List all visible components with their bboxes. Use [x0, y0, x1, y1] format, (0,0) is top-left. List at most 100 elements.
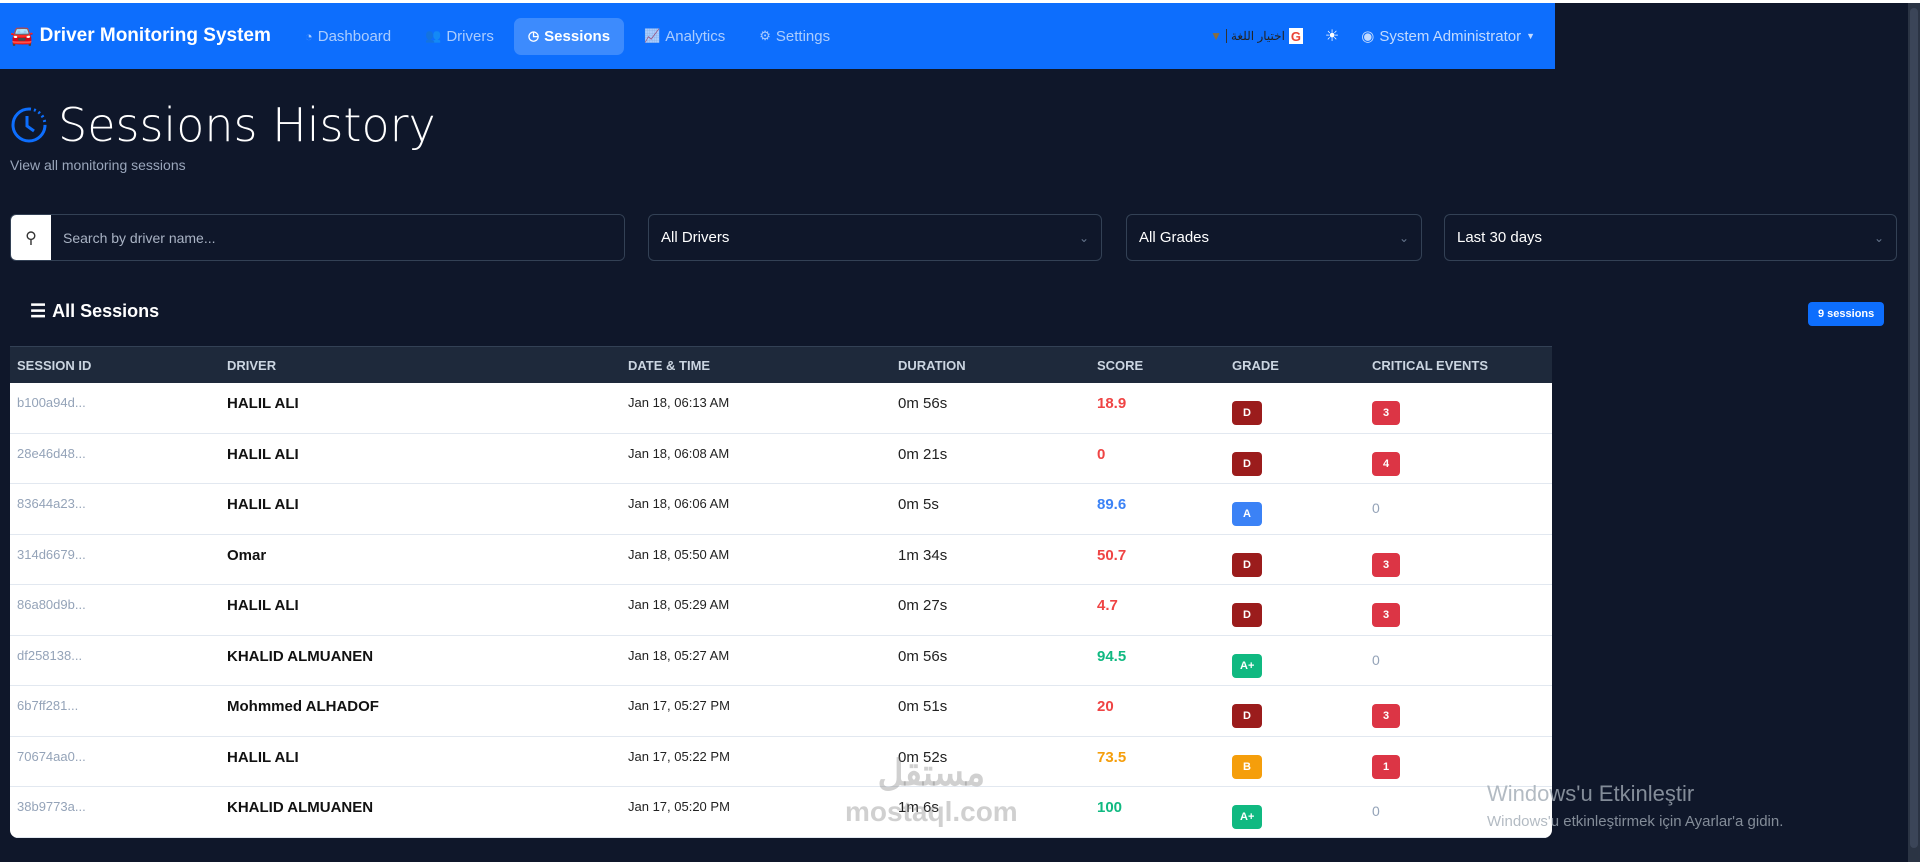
session-duration: 0m 51s [898, 698, 948, 715]
brand[interactable]: 🚘 Driver Monitoring System [10, 25, 271, 47]
gear-icon: ⚙ [759, 28, 771, 43]
grade-filter-select[interactable]: All Grades ⌄ [1126, 214, 1422, 261]
table-header: SESSION ID DRIVER DATE & TIME DURATION SCORE… [10, 346, 1552, 383]
driver-name: HALIL ALI [227, 748, 299, 766]
grade-badge: D [1232, 451, 1262, 476]
table-row: df258138... KHALID ALMUANEN Jan 18, 05:2… [10, 636, 1552, 686]
windows-activation-title: Windows'u Etkinleştir [1487, 781, 1695, 806]
critical-events-badge: 0 [1372, 500, 1380, 516]
session-duration: 0m 52s [898, 748, 948, 766]
driver-name: Omar [227, 546, 267, 564]
gauge-icon: ◔ [304, 28, 313, 44]
session-id: 314d6679... [17, 546, 86, 562]
column-header: GRADE [1232, 357, 1279, 373]
car-icon: 🚘 [10, 26, 34, 47]
session-duration: 1m 6s [898, 799, 939, 816]
grade-badge: A+ [1232, 805, 1263, 829]
user-menu[interactable]: ◉ System Administrator ▼ [1361, 27, 1535, 46]
search-input[interactable] [51, 215, 624, 260]
nav-analytics[interactable]: 📈 Analytics [644, 27, 726, 45]
session-datetime: Jan 18, 06:13 AM [628, 395, 730, 410]
driver-name: HALIL ALI [227, 597, 299, 614]
critical-events-badge: 4 [1372, 451, 1400, 476]
session-score: 50.7 [1097, 546, 1127, 564]
nav-settings[interactable]: ⚙ Settings [759, 27, 831, 45]
session-duration: 0m 27s [898, 597, 948, 614]
column-header: SCORE [1097, 357, 1144, 373]
sessions-table: SESSION ID DRIVER DATE & TIME DURATION SCORE… [10, 346, 1552, 838]
session-score: 18.9 [1097, 395, 1127, 412]
caret-down-icon: ▼ [1526, 31, 1535, 41]
session-datetime: Jan 17, 05:27 PM [628, 698, 730, 713]
table-row: 86a80d9b... HALIL ALI Jan 18, 05:29 AM 0… [10, 585, 1552, 636]
nav-sessions[interactable]: ◷ Sessions [513, 17, 625, 55]
column-header: SESSION ID [17, 357, 92, 373]
session-id: 28e46d48... [17, 445, 86, 461]
grade-badge: A [1232, 502, 1262, 526]
session-datetime: Jan 18, 05:29 AM [628, 597, 730, 612]
grade-badge: D [1232, 552, 1262, 577]
period-filter-select[interactable]: Last 30 days ⌄ [1444, 214, 1897, 261]
session-score: 94.5 [1097, 647, 1127, 665]
driver-name: KHALID ALMUANEN [227, 647, 374, 665]
search-icon: ⚲ [11, 215, 51, 260]
column-header: DRIVER [227, 357, 277, 373]
critical-events-badge: 3 [1372, 401, 1400, 425]
session-datetime: Jan 18, 06:08 AM [628, 445, 730, 461]
list-icon: ☰ [30, 301, 47, 321]
driver-name: KHALID ALMUANEN [227, 799, 374, 816]
column-header: CRITICAL EVENTS [1372, 357, 1489, 373]
grade-badge: A+ [1232, 653, 1263, 678]
session-id: 70674aa0... [17, 748, 86, 764]
chevron-down-icon: ⌄ [1398, 230, 1409, 245]
critical-events-badge: 3 [1372, 552, 1400, 577]
clock-icon: ◷ [527, 28, 540, 43]
critical-events-badge: 0 [1372, 803, 1380, 819]
session-score: 0 [1097, 445, 1106, 463]
critical-events-badge: 1 [1372, 754, 1400, 779]
table-row: 70674aa0... HALIL ALI Jan 17, 05:22 PM 0… [10, 737, 1552, 787]
users-icon: 👥 [425, 28, 442, 43]
chart-line-icon: 📈 [644, 28, 661, 43]
navbar: 🚘 Driver Monitoring System ◔ Dashboard 👥 Dri… [0, 3, 1555, 69]
top-border [0, 0, 1920, 3]
session-id: 6b7ff281... [17, 698, 79, 713]
page-title: Sessions History [58, 98, 436, 152]
language-selector[interactable]: ▼ اختيار اللغة G [1210, 28, 1303, 44]
sessions-count-badge: 9 sessions [1808, 302, 1885, 326]
session-id: df258138... [17, 647, 83, 663]
session-score: 100 [1097, 799, 1123, 816]
page-subtitle: View all monitoring sessions [10, 157, 186, 173]
driver-filter-select[interactable]: All Drivers ⌄ [648, 214, 1102, 261]
grade-badge: B [1232, 754, 1262, 779]
session-datetime: Jan 18, 06:06 AM [628, 496, 730, 511]
section-title: ☰ All Sessions [30, 301, 160, 321]
session-datetime: Jan 18, 05:27 AM [628, 647, 730, 663]
table-row: 314d6679... Omar Jan 18, 05:50 AM 1m 34s… [10, 535, 1552, 585]
session-score: 89.6 [1097, 496, 1127, 513]
search-box: ⚲ [10, 214, 625, 261]
table-row: 38b9773a... KHALID ALMUANEN Jan 17, 05:2… [10, 787, 1552, 838]
theme-toggle-sun-icon[interactable]: ☀ [1324, 28, 1340, 45]
nav-dashboard[interactable]: ◔ Dashboard [304, 27, 392, 45]
table-row: 6b7ff281... Mohmmed ALHADOF Jan 17, 05:2… [10, 686, 1552, 737]
history-clock-icon [11, 107, 47, 143]
session-id: 38b9773a... [17, 799, 86, 814]
session-datetime: Jan 17, 05:20 PM [628, 799, 730, 814]
critical-events-badge: 0 [1372, 651, 1380, 668]
column-header: DURATION [898, 357, 966, 373]
driver-name: HALIL ALI [227, 496, 299, 513]
session-duration: 0m 5s [898, 496, 939, 513]
chevron-down-icon: ⌄ [1873, 230, 1884, 245]
nav-drivers[interactable]: 👥 Drivers [425, 27, 494, 45]
google-icon: G [1288, 28, 1303, 44]
grade-badge: D [1232, 704, 1262, 728]
session-datetime: Jan 18, 05:50 AM [628, 546, 730, 562]
user-circle-icon: ◉ [1361, 28, 1375, 45]
driver-name: HALIL ALI [227, 395, 299, 412]
grade-badge: D [1232, 603, 1262, 627]
session-duration: 1m 34s [898, 546, 948, 564]
scrollbar-thumb[interactable] [1910, 8, 1918, 848]
scrollbar[interactable] [1908, 3, 1920, 867]
session-score: 20 [1097, 698, 1114, 715]
